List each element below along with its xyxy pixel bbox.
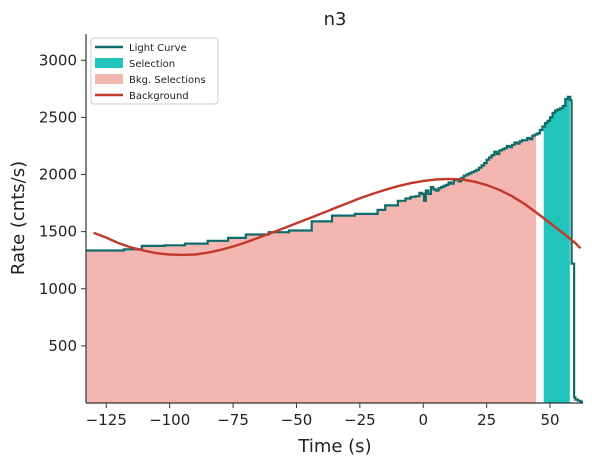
x-ticks: −125 −100 −75 −50 −25 0 25 50 [86, 403, 560, 429]
y-tick-label: 2500 [39, 108, 77, 126]
x-tick-label: 0 [418, 411, 428, 429]
light-curve-line [86, 95, 583, 403]
legend-label: Background [129, 91, 189, 102]
x-tick-label: −50 [281, 411, 313, 429]
y-tick-label: 2000 [39, 166, 77, 184]
y-tick-label: 3000 [39, 51, 77, 69]
light-curve-series [86, 95, 583, 403]
legend-box [90, 37, 219, 105]
axes [85, 34, 583, 404]
background-line [93, 177, 582, 257]
legend-label: Light Curve [129, 43, 187, 54]
x-tick-label: −75 [217, 411, 249, 429]
x-tick-label: −100 [149, 411, 190, 429]
selection-regions [543, 96, 570, 404]
y-tick-label: 500 [48, 337, 77, 355]
background-series [93, 177, 582, 257]
legend-swatch [95, 74, 123, 84]
x-axis-label: Time (s) [297, 436, 371, 457]
legend-label: Selection [129, 59, 175, 70]
y-tick-label: 1000 [39, 280, 77, 298]
x-tick-label: −125 [86, 411, 127, 429]
legend-label: Bkg. Selections [129, 75, 206, 86]
chart-title: n3 [324, 9, 347, 30]
x-tick-label: 50 [540, 411, 559, 429]
y-tick-label: 1500 [39, 223, 77, 241]
legend: Light Curve Selection Bkg. Selections Backg… [90, 37, 219, 105]
x-tick-label: 25 [477, 411, 496, 429]
selection-area [543, 96, 570, 404]
y-axis-label: Rate (cnts/s) [8, 161, 29, 275]
x-tick-label: −25 [344, 411, 376, 429]
y-ticks: 500 1000 1500 2000 2500 3000 [39, 51, 86, 355]
legend-swatch [95, 58, 123, 68]
